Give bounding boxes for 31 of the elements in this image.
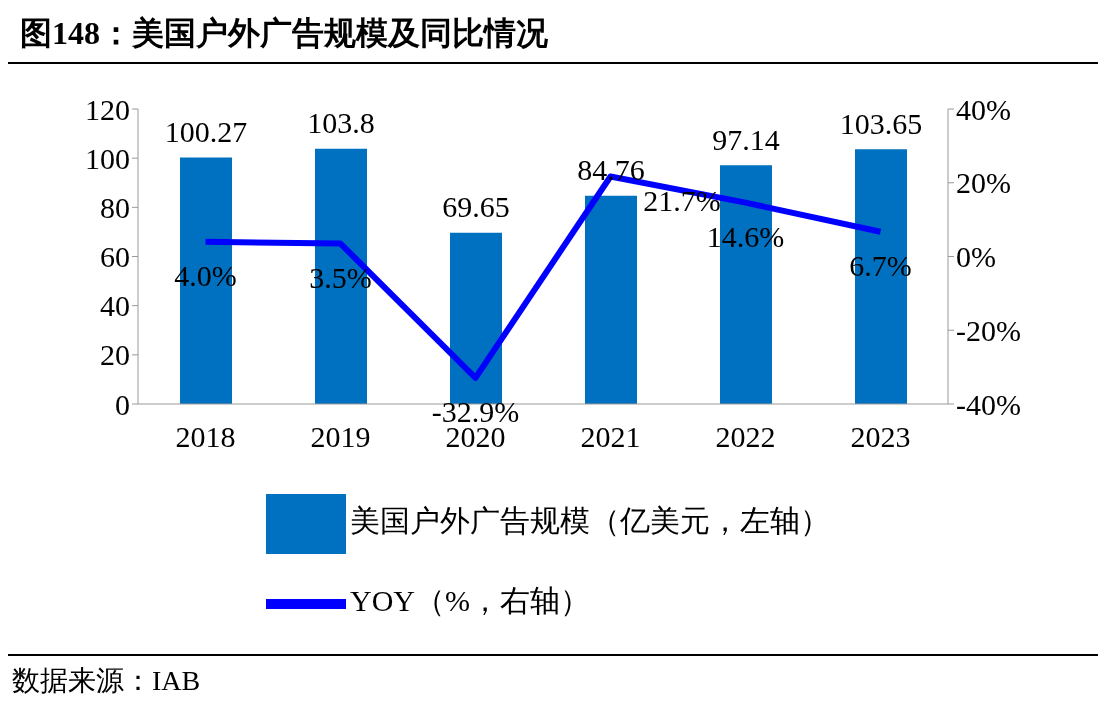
x-tick-label: 2019 [310,420,371,454]
data-label: 69.65 [442,190,510,224]
x-tick-label: 2018 [175,420,236,454]
data-label: 103.65 [839,106,923,140]
y-tick-label: 0 [115,387,130,421]
data-label: 103.8 [307,106,375,140]
x-tick-label: 2021 [580,420,641,454]
bar [450,232,502,404]
data-label: 100.27 [164,115,248,148]
y2-tick-label: 20% [956,166,1011,200]
y-tick-label: 120 [85,92,130,126]
y2-tick-label: 0% [956,240,996,274]
y2-tick-label: -40% [956,387,1021,421]
y-tick-label: 40 [100,289,130,323]
data-label: -32.9% [431,395,520,429]
y-tick-label: 60 [100,240,130,274]
y-tick-label: 100 [85,141,130,175]
x-tick-label: 2022 [715,420,776,454]
bar [585,195,637,404]
y-tick-label: 80 [100,190,130,224]
data-label: 97.14 [712,122,780,156]
y2-tick-label: 40% [956,92,1011,126]
data-label: 21.7% [643,183,721,217]
data-label: 84.76 [577,153,645,187]
x-tick-label: 2023 [850,420,911,454]
y2-tick-label: -20% [956,313,1021,347]
y-tick-label: 20 [100,338,130,372]
legend-label: YOY（%，右轴） [350,583,590,617]
legend-label: 美国户外广告规模（亿美元，左轴） [350,503,830,537]
chart-title: 图148：美国户外广告规模及同比情况 [8,8,1098,64]
source-note: 数据来源：IAB [12,664,202,698]
